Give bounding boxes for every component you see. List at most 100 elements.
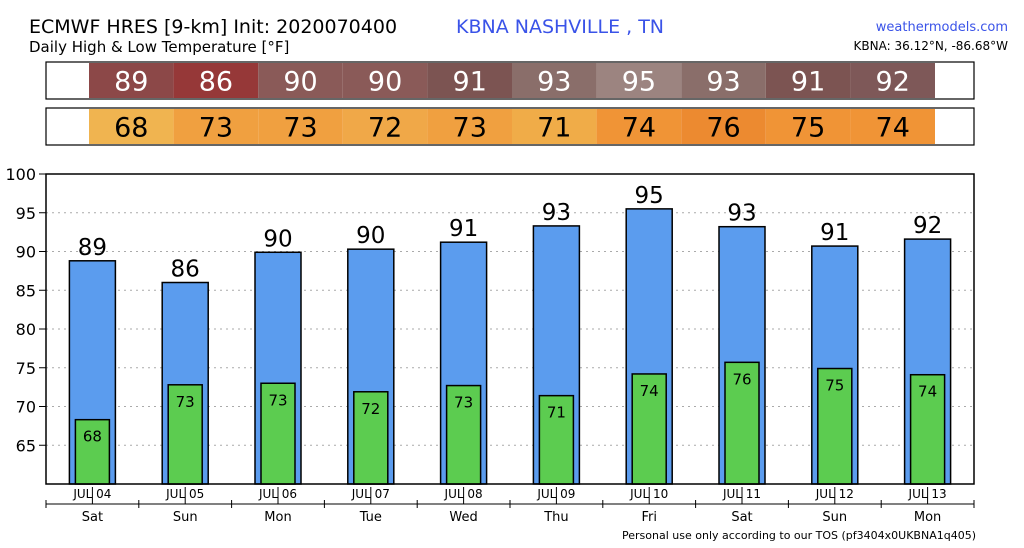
low-bar-label: 73 <box>454 394 473 412</box>
low-strip-value: 76 <box>706 113 740 144</box>
low-bar <box>445 384 482 485</box>
y-tick-label: 80 <box>16 320 36 339</box>
low-strip-cell <box>342 109 428 144</box>
chart-subtitle: Daily High & Low Temperature [°F] <box>29 38 290 56</box>
high-bar-label: 90 <box>356 223 385 249</box>
x-weekday-label: Wed <box>449 510 477 525</box>
high-bar-label: 89 <box>78 235 107 261</box>
x-date-label: JUL 05 <box>165 487 204 501</box>
x-date-label: JUL 10 <box>629 487 668 501</box>
x-weekday-label: Sun <box>822 510 847 525</box>
low-strip-cell <box>512 109 597 144</box>
low-strip-cell <box>765 109 851 144</box>
high-strip-value: 92 <box>876 67 910 98</box>
low-strip-cell <box>173 109 259 144</box>
y-tick-label: 85 <box>16 281 36 300</box>
low-strip-value: 73 <box>283 113 317 144</box>
brand-link[interactable]: weathermodels.com <box>875 20 1008 35</box>
high-strip-cell <box>427 63 512 98</box>
low-bar-label: 74 <box>918 383 937 401</box>
low-strip-cell <box>258 109 343 144</box>
low-strip-cell <box>850 109 935 144</box>
x-date-label: JUL 06 <box>258 487 297 501</box>
high-strip-value: 89 <box>114 67 148 98</box>
x-date-label: JUL 12 <box>815 487 854 501</box>
high-strip-value: 93 <box>537 67 571 98</box>
low-bar <box>631 373 667 485</box>
low-bar-label: 76 <box>732 370 751 388</box>
high-strip-value: 90 <box>283 67 317 98</box>
x-weekday-label: Tue <box>359 510 382 525</box>
high-bar-label: 93 <box>727 201 756 227</box>
model-title: ECMWF HRES [9-km] Init: 2020070400 <box>29 16 398 38</box>
high-strip-cell <box>596 63 682 98</box>
low-bar <box>817 367 853 485</box>
x-weekday-label: Sun <box>173 510 198 525</box>
low-bar-label: 75 <box>825 377 844 395</box>
high-bar-label: 92 <box>913 213 942 239</box>
high-bar-label: 91 <box>820 220 849 246</box>
high-strip-value: 91 <box>453 67 487 98</box>
x-date-label: JUL 09 <box>536 487 575 501</box>
high-bar-label: 93 <box>542 200 571 226</box>
x-weekday-label: Mon <box>914 510 941 525</box>
high-strip-cell <box>342 63 428 98</box>
low-strip-cell <box>681 109 766 144</box>
low-bar-label: 73 <box>268 391 287 409</box>
x-date-label: JUL 08 <box>444 487 483 501</box>
low-bar-label: 68 <box>83 428 102 446</box>
y-tick-label: 100 <box>5 165 36 184</box>
plot-frame <box>45 173 975 485</box>
high-bar-label: 86 <box>171 257 200 283</box>
station-name: KBNA NASHVILLE , TN <box>456 16 665 38</box>
low-strip-cell <box>427 109 512 144</box>
low-bar-label: 72 <box>361 400 380 418</box>
high-strip-cell <box>258 63 343 98</box>
low-strip-value: 73 <box>453 113 487 144</box>
station-coordinates: KBNA: 36.12°N, -86.68°W <box>853 39 1008 53</box>
high-strip-cell <box>850 63 935 98</box>
low-strip-cell <box>89 109 174 144</box>
x-date-label: JUL 11 <box>722 487 761 501</box>
x-date-label: JUL 04 <box>72 487 111 501</box>
low-bar-label: 73 <box>176 393 195 411</box>
y-tick-label: 65 <box>16 436 36 455</box>
high-strip-value: 95 <box>622 67 656 98</box>
high-strip-value: 93 <box>706 67 740 98</box>
x-weekday-label: Thu <box>543 510 568 525</box>
high-strip-cell <box>89 63 174 98</box>
x-weekday-label: Fri <box>641 510 657 525</box>
high-strip-cell <box>681 63 766 98</box>
high-strip-value: 91 <box>791 67 825 98</box>
low-strip-value: 75 <box>791 113 825 144</box>
y-tick-label: 90 <box>16 243 36 262</box>
high-strip-cell <box>765 63 851 98</box>
low-strip-cell <box>596 109 682 144</box>
high-strip-cell <box>173 63 259 98</box>
x-weekday-label: Mon <box>264 510 291 525</box>
y-tick-label: 95 <box>16 204 36 223</box>
low-bar <box>724 361 760 485</box>
low-strip-value: 74 <box>622 113 656 144</box>
tos-notice: Personal use only according to our TOS (… <box>622 529 976 542</box>
high-bar-label: 95 <box>635 183 664 209</box>
low-bar-label: 71 <box>547 404 566 422</box>
high-bar-label: 91 <box>449 216 478 242</box>
high-strip-cell <box>512 63 597 98</box>
high-bar-label: 90 <box>263 226 292 252</box>
low-bar <box>74 418 111 485</box>
high-strip-value: 86 <box>199 67 233 98</box>
x-weekday-label: Sat <box>82 510 103 525</box>
x-date-label: JUL 13 <box>908 487 947 501</box>
x-date-label: JUL 07 <box>351 487 390 501</box>
low-strip-value: 73 <box>199 113 233 144</box>
low-strip-value: 72 <box>368 113 402 144</box>
low-bar-label: 74 <box>640 382 659 400</box>
high-strip-value: 90 <box>368 67 402 98</box>
low-strip-value: 74 <box>876 113 910 144</box>
y-tick-label: 75 <box>16 359 36 378</box>
y-tick-label: 70 <box>16 398 36 417</box>
x-weekday-label: Sat <box>731 510 752 525</box>
low-strip-value: 71 <box>537 113 571 144</box>
